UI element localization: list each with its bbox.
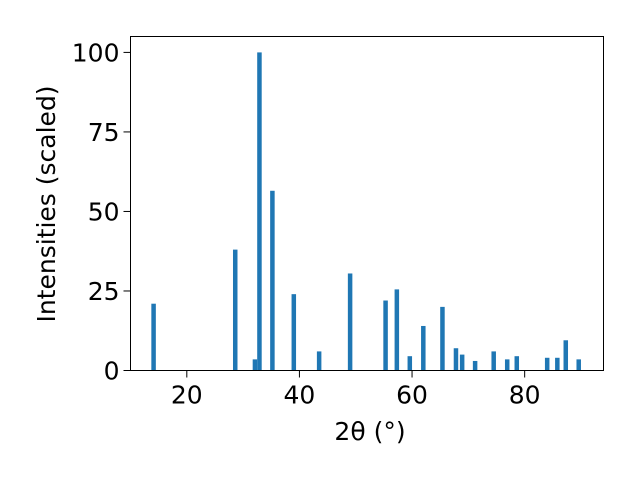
x-tick-label: 80 bbox=[509, 381, 541, 410]
bars-group bbox=[151, 52, 581, 371]
bar-peak-15 bbox=[472, 360, 478, 371]
bar-peak-21 bbox=[563, 340, 569, 371]
y-axis-ticks: 0 25 50 75 100 bbox=[72, 38, 131, 386]
bar-peak-7 bbox=[347, 273, 353, 371]
bar-peak-3 bbox=[257, 52, 262, 371]
bar-peak-16 bbox=[491, 351, 496, 371]
plot-frame bbox=[130, 36, 604, 371]
x-axis-label: 2θ (°) bbox=[334, 417, 405, 446]
bar-peak-13 bbox=[453, 348, 459, 371]
bar-peak-20 bbox=[555, 357, 560, 371]
bar-peak-17 bbox=[504, 359, 510, 371]
bar-peak-10 bbox=[407, 356, 413, 371]
bar-peak-5 bbox=[291, 294, 297, 371]
x-axis-ticks: 20 40 60 80 bbox=[171, 370, 541, 410]
bar-peak-11 bbox=[421, 325, 426, 371]
bar-peak-6 bbox=[316, 351, 322, 371]
bar-peak-0 bbox=[151, 303, 156, 371]
bar-peak-22 bbox=[576, 359, 581, 371]
bar-peak-2 bbox=[252, 359, 258, 371]
bar-peak-19 bbox=[544, 357, 550, 371]
y-tick-label: 50 bbox=[88, 197, 120, 226]
bar-peak-8 bbox=[383, 300, 388, 371]
y-axis-label: Intensities (scaled) bbox=[32, 85, 61, 322]
y-tick-label: 25 bbox=[88, 277, 120, 306]
y-tick-label: 0 bbox=[104, 357, 120, 386]
y-tick-label: 100 bbox=[72, 38, 120, 67]
bar-peak-18 bbox=[514, 356, 520, 371]
bar-peak-9 bbox=[394, 289, 400, 371]
y-tick-label: 75 bbox=[88, 118, 120, 147]
bar-peak-14 bbox=[459, 354, 465, 371]
x-tick-label: 20 bbox=[171, 381, 203, 410]
bar-peak-4 bbox=[270, 190, 275, 371]
bar-peak-1 bbox=[232, 249, 238, 371]
x-tick-label: 60 bbox=[396, 381, 428, 410]
x-tick-label: 40 bbox=[284, 381, 316, 410]
bar-peak-12 bbox=[440, 306, 445, 371]
